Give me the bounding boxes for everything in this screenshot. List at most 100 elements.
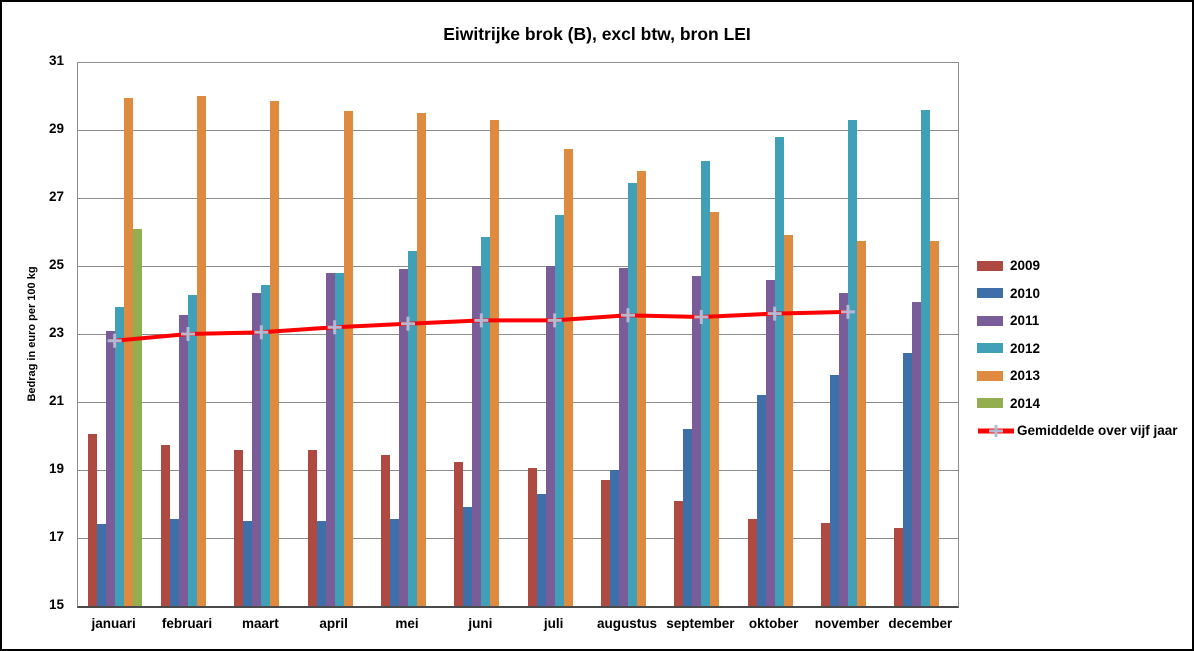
bar-2012-oktober <box>774 136 784 606</box>
gridline-19 <box>78 469 958 471</box>
x-axis-label-januari: januari <box>91 616 136 631</box>
bar-2013-augustus <box>637 170 646 606</box>
legend-item-2010: 2010 <box>977 280 1178 308</box>
bar-2011-augustus <box>619 267 628 606</box>
legend-line-sample <box>978 424 1014 437</box>
bar-2009-september <box>674 500 684 606</box>
bar-2013-juni <box>490 119 500 606</box>
bar-2009-januari <box>87 434 97 606</box>
bar-2011-januari <box>105 330 115 606</box>
y-tick-label-31: 31 <box>48 53 64 68</box>
bar-2013-maart <box>270 101 280 606</box>
gridline-29 <box>78 129 958 131</box>
bar-2012-april <box>334 272 344 606</box>
bar-2010-september <box>683 429 693 606</box>
legend-swatch-2013 <box>977 370 1003 381</box>
bar-2012-september <box>701 160 711 606</box>
gridline-31 <box>78 61 958 63</box>
bar-2009-augustus <box>601 480 610 606</box>
legend-swatch-2009 <box>977 260 1003 271</box>
average-line-layer <box>107 304 855 348</box>
y-tick-label-19: 19 <box>48 461 64 476</box>
bar-2010-april <box>316 521 326 606</box>
bar-2009-oktober <box>747 519 757 606</box>
bar-2014-januari <box>132 228 142 606</box>
bar-2012-januari <box>114 306 124 606</box>
x-axis-label-mei: mei <box>395 616 419 631</box>
x-axis-label-augustus: augustus <box>596 616 658 631</box>
bar-2013-januari <box>123 97 133 606</box>
bar-2009-juni <box>454 461 464 606</box>
x-axis-label-oktober: oktober <box>748 616 799 631</box>
chart-title: Eiwitrijke brok (B), excl btw, bron LEI <box>443 24 751 44</box>
bar-2013-december <box>930 240 940 606</box>
legend-swatch-2014 <box>977 398 1003 409</box>
plus-marker <box>474 313 489 328</box>
bar-2012-november <box>848 119 857 606</box>
bar-2010-februari <box>170 519 179 606</box>
y-tick-label-25: 25 <box>48 257 64 272</box>
plus-marker <box>327 320 342 335</box>
bar-2013-november <box>857 240 866 606</box>
legend: 2009 2010 2011 2012 2013 2014 Gemiddelde over … <box>977 252 1178 445</box>
plus-marker <box>621 308 635 323</box>
x-axis-label-december: december <box>888 616 953 631</box>
bar-2012-augustus <box>628 182 637 606</box>
x-axis-label-november: november <box>814 616 880 631</box>
bar-2012-februari <box>188 294 197 606</box>
bar-2011-april <box>325 272 335 606</box>
legend-label: Gemiddelde over vijf jaar <box>1017 423 1178 439</box>
plus-marker <box>841 304 855 319</box>
legend-label: 2014 <box>1010 395 1041 411</box>
gridline-17 <box>78 537 958 539</box>
bar-2011-oktober <box>765 279 775 606</box>
bar-2010-mei <box>390 519 399 606</box>
bar-2012-maart <box>261 284 271 606</box>
plus-marker <box>401 316 415 331</box>
bar-2011-juni <box>472 266 482 606</box>
gridline-25 <box>78 265 958 267</box>
bar-2013-oktober <box>783 235 793 606</box>
bar-2012-mei <box>408 250 417 606</box>
plus-marker <box>767 306 782 321</box>
y-tick-label-29: 29 <box>48 121 64 136</box>
bar-2011-maart <box>252 293 262 606</box>
bar-2011-mei <box>399 269 408 606</box>
bar-2009-december <box>894 527 904 606</box>
gridline-27 <box>78 197 958 199</box>
bar-2011-november <box>839 293 848 606</box>
legend-label: 2010 <box>1010 285 1041 301</box>
bar-2011-september <box>692 276 702 606</box>
legend-item-2013: 2013 <box>977 362 1178 390</box>
bar-2010-december <box>903 352 913 606</box>
legend-label: 2011 <box>1010 313 1040 329</box>
bar-2011-juli <box>545 266 555 606</box>
x-axis-label-juni: juni <box>468 616 493 631</box>
y-tick-label-27: 27 <box>48 189 64 204</box>
plus-marker <box>181 327 195 341</box>
bar-2009-november <box>821 522 830 606</box>
bar-2009-april <box>307 449 317 606</box>
y-tick-label-21: 21 <box>48 393 64 408</box>
x-axis-label-maart: maart <box>241 616 279 631</box>
bar-2010-januari <box>96 524 106 606</box>
plus-marker <box>694 310 709 324</box>
legend-item-2009: 2009 <box>977 252 1178 280</box>
bar-2012-juli <box>554 215 564 606</box>
bar-2011-februari <box>179 315 188 606</box>
bar-2012-juni <box>481 237 491 606</box>
x-axis-label-juli: juli <box>543 616 564 631</box>
y-tick-label-23: 23 <box>48 325 64 340</box>
bar-2009-februari <box>161 444 170 606</box>
bar-2010-juli <box>536 493 546 606</box>
plot-area <box>77 61 959 608</box>
bar-2013-september <box>710 211 720 606</box>
gridline-23 <box>78 333 958 335</box>
bar-2010-augustus <box>610 470 619 606</box>
legend-label: 2012 <box>1010 340 1041 356</box>
legend-item-2011: 2011 <box>977 307 1178 335</box>
legend-item-2014: 2014 <box>977 390 1178 418</box>
legend-label: 2009 <box>1010 258 1041 274</box>
x-axis-label-september: september <box>666 616 735 631</box>
